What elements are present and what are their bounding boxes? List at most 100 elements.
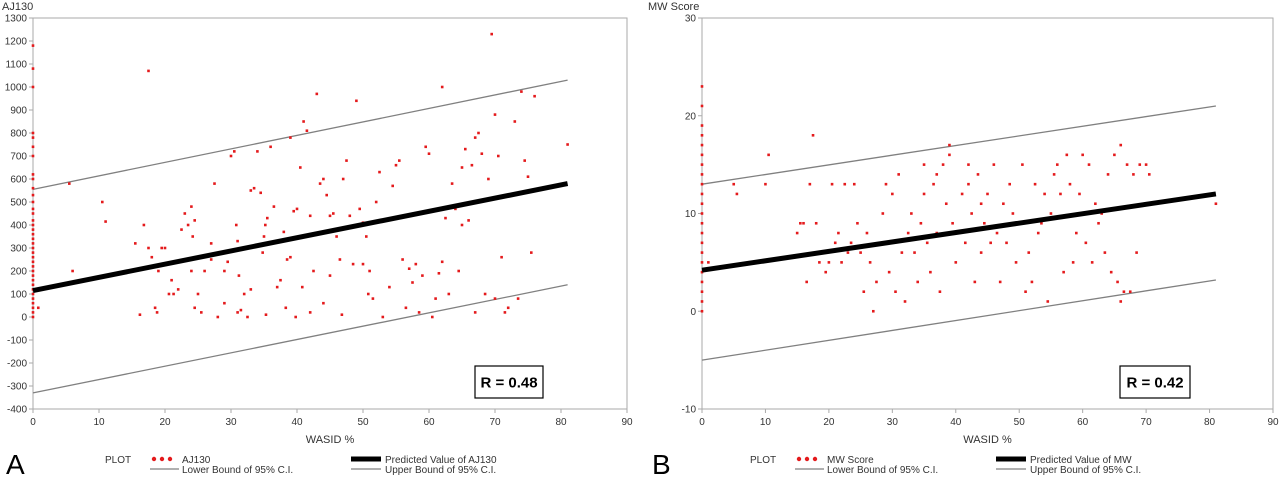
data-point-x0 — [31, 212, 35, 215]
data-point — [460, 223, 464, 227]
data-point — [335, 235, 338, 238]
data-point — [450, 182, 454, 185]
panel-a: -400-300-200-100010020030040050060070080… — [2, 1, 633, 478]
data-point-x0 — [700, 221, 704, 225]
data-point — [332, 212, 335, 215]
data-point-x0 — [31, 193, 35, 197]
data-point — [351, 262, 355, 266]
data-point — [951, 221, 954, 225]
data-point — [795, 231, 799, 235]
data-point — [1147, 173, 1151, 176]
y-tick-label: -100 — [7, 336, 27, 347]
y-tick-label: 200 — [10, 267, 27, 278]
data-point — [824, 270, 828, 274]
data-point — [203, 269, 206, 273]
y-tick-label: -200 — [7, 359, 27, 370]
data-point-x0 — [31, 260, 35, 264]
data-point — [533, 94, 536, 98]
y-tick-label: 600 — [10, 175, 27, 186]
r-value-label: R = 0.48 — [480, 375, 537, 392]
data-point — [190, 269, 193, 273]
data-point — [470, 163, 474, 167]
data-point — [925, 241, 929, 245]
data-point — [294, 315, 297, 319]
data-point — [1036, 231, 1040, 235]
data-point — [269, 145, 272, 149]
data-point — [200, 311, 203, 314]
data-point — [142, 223, 146, 227]
y-tick-label: 0 — [21, 313, 27, 324]
data-point — [312, 269, 315, 273]
data-point-x0 — [31, 85, 35, 89]
data-point — [160, 246, 163, 250]
data-point — [520, 90, 523, 93]
data-point-x0 — [31, 136, 35, 139]
data-point — [818, 261, 821, 264]
data-point-x0 — [700, 309, 704, 313]
data-point-x0 — [31, 228, 35, 231]
data-point — [191, 235, 195, 238]
data-point — [1021, 163, 1024, 166]
data-point — [417, 311, 421, 314]
data-point — [922, 192, 926, 196]
data-point — [237, 274, 241, 277]
data-point — [506, 306, 510, 310]
data-point-x0 — [31, 246, 35, 250]
data-point — [388, 285, 391, 289]
y-tick-label: 1000 — [5, 83, 28, 94]
data-point-x0 — [31, 232, 35, 236]
data-point — [186, 223, 190, 227]
data-point — [358, 207, 361, 211]
x-tick-label: 30 — [887, 417, 899, 428]
data-point — [811, 134, 815, 137]
data-point — [394, 163, 398, 167]
data-point — [308, 311, 312, 314]
data-point — [764, 182, 767, 186]
data-point — [366, 292, 370, 296]
data-point — [1052, 173, 1056, 176]
data-point — [295, 207, 299, 211]
data-point — [234, 223, 238, 227]
data-point — [176, 288, 180, 291]
panel-label: A — [6, 449, 25, 478]
data-point — [493, 297, 497, 300]
x-tick-label: 90 — [621, 417, 633, 428]
y-tick-label: 100 — [10, 290, 27, 301]
data-point — [424, 145, 427, 149]
data-point — [190, 205, 193, 208]
data-point — [483, 292, 487, 296]
data-point — [300, 285, 304, 289]
y-tick-label: 700 — [10, 152, 27, 163]
data-point — [799, 221, 802, 225]
data-point — [414, 262, 418, 266]
data-point — [272, 205, 276, 208]
y-axis-label: MW Score — [648, 1, 699, 13]
x-tick-label: 50 — [357, 417, 369, 428]
panel-label: B — [652, 449, 671, 478]
data-point — [134, 242, 137, 245]
data-point — [1119, 300, 1123, 303]
data-point — [840, 261, 843, 264]
data-point — [523, 159, 526, 162]
data-point-x0 — [700, 85, 704, 88]
data-point — [906, 231, 910, 235]
data-point-x0 — [31, 278, 35, 282]
data-point — [1033, 182, 1037, 186]
data-point — [407, 267, 411, 270]
data-point — [1040, 221, 1043, 225]
data-point-x0 — [700, 212, 704, 215]
data-point-x0 — [31, 255, 35, 259]
data-point — [279, 278, 282, 282]
data-point — [837, 231, 840, 235]
data-point — [814, 221, 818, 225]
x-axis-label: WASID % — [963, 434, 1012, 446]
data-point — [341, 177, 345, 181]
data-point-x0 — [31, 306, 35, 310]
data-point — [464, 147, 467, 151]
data-point — [249, 288, 253, 291]
legend-predicted-label: Predicted Value of MW — [1030, 455, 1132, 466]
data-point-x0 — [700, 104, 704, 108]
data-point — [264, 313, 268, 316]
data-point — [308, 214, 312, 218]
lower-bound-line — [32, 284, 568, 394]
